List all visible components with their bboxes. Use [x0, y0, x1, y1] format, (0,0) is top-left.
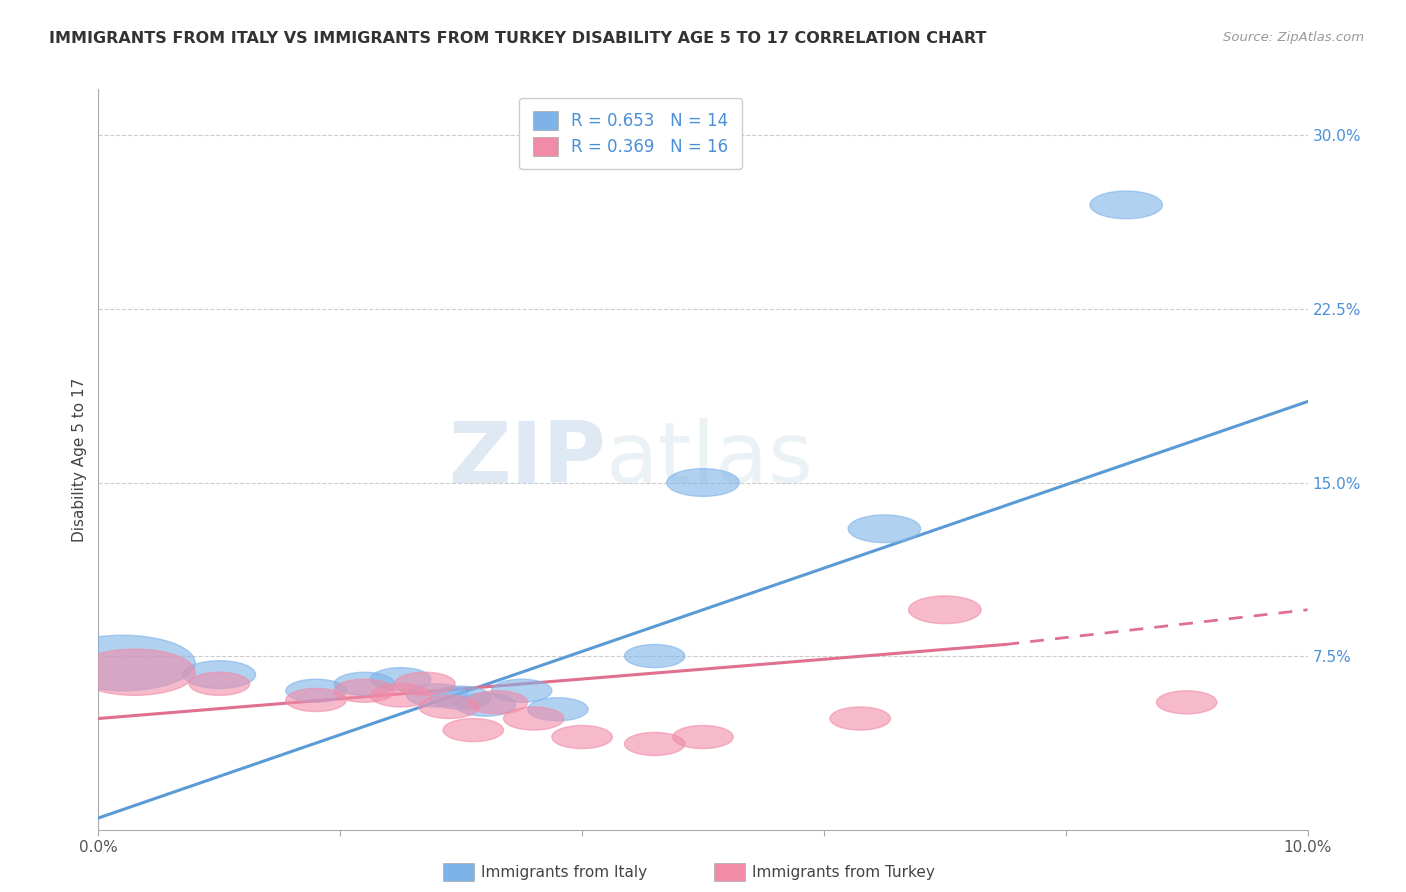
Ellipse shape	[527, 698, 588, 721]
Ellipse shape	[848, 515, 921, 542]
Ellipse shape	[406, 684, 467, 707]
Ellipse shape	[551, 725, 613, 748]
Ellipse shape	[624, 732, 685, 756]
Ellipse shape	[432, 686, 492, 709]
Ellipse shape	[467, 690, 527, 714]
Ellipse shape	[188, 673, 250, 696]
Ellipse shape	[371, 684, 432, 707]
Ellipse shape	[395, 673, 456, 696]
Ellipse shape	[335, 679, 395, 702]
Ellipse shape	[830, 707, 890, 730]
Text: atlas: atlas	[606, 417, 814, 501]
Ellipse shape	[503, 707, 564, 730]
Ellipse shape	[456, 693, 516, 716]
Ellipse shape	[285, 679, 346, 702]
Text: Source: ZipAtlas.com: Source: ZipAtlas.com	[1223, 31, 1364, 45]
Ellipse shape	[335, 673, 395, 696]
Ellipse shape	[51, 635, 195, 690]
Ellipse shape	[672, 725, 734, 748]
Ellipse shape	[419, 696, 479, 719]
Ellipse shape	[183, 661, 256, 689]
Ellipse shape	[443, 719, 503, 741]
Ellipse shape	[285, 689, 346, 712]
Ellipse shape	[624, 644, 685, 667]
Text: Immigrants from Turkey: Immigrants from Turkey	[752, 865, 935, 880]
Text: IMMIGRANTS FROM ITALY VS IMMIGRANTS FROM TURKEY DISABILITY AGE 5 TO 17 CORRELATI: IMMIGRANTS FROM ITALY VS IMMIGRANTS FROM…	[49, 31, 987, 46]
Y-axis label: Disability Age 5 to 17: Disability Age 5 to 17	[72, 377, 87, 541]
Ellipse shape	[908, 596, 981, 624]
Legend: R = 0.653   N = 14, R = 0.369   N = 16: R = 0.653 N = 14, R = 0.369 N = 16	[519, 97, 741, 169]
Ellipse shape	[371, 667, 432, 690]
Ellipse shape	[666, 468, 740, 497]
Ellipse shape	[75, 649, 195, 696]
Ellipse shape	[1156, 690, 1218, 714]
Text: Immigrants from Italy: Immigrants from Italy	[481, 865, 647, 880]
Ellipse shape	[492, 679, 553, 702]
Ellipse shape	[1090, 191, 1163, 219]
Text: ZIP: ZIP	[449, 417, 606, 501]
